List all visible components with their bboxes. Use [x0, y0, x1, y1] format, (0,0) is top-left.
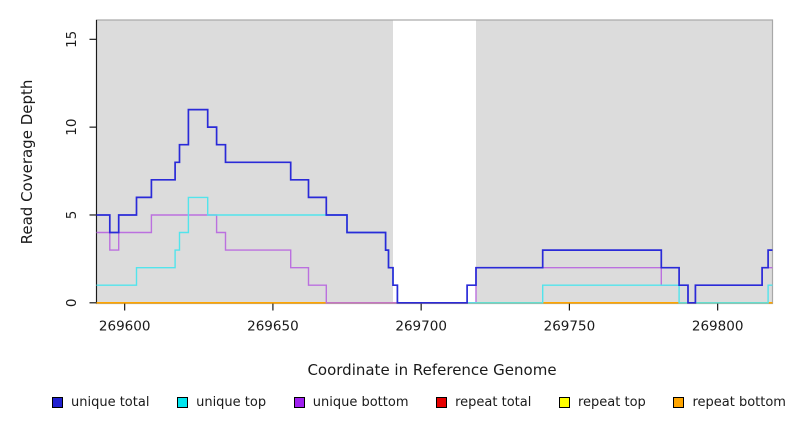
- legend-swatch-repeat-total: [436, 397, 448, 408]
- x-axis-title: Coordinate in Reference Genome: [307, 361, 557, 379]
- legend-swatch-repeat-bottom: [673, 397, 685, 408]
- x-tick-label: 269750: [544, 319, 596, 335]
- legend-label-repeat-top: repeat top: [578, 395, 646, 410]
- legend-item-unique-bottom: unique bottom: [293, 395, 409, 410]
- series-unique-total: [96, 108, 773, 304]
- legend-item-repeat-bottom: repeat bottom: [673, 395, 786, 410]
- legend-label-unique-total: unique total: [71, 395, 150, 410]
- legend-label-unique-bottom: unique bottom: [312, 395, 409, 410]
- legend-label-unique-top: unique top: [196, 395, 267, 410]
- legend-item-unique-total: unique total: [52, 395, 149, 410]
- legend-item-repeat-top: repeat top: [559, 395, 646, 410]
- legend-item-repeat-total: repeat total: [436, 395, 531, 410]
- x-tick-label: 269800: [692, 319, 744, 335]
- legend: unique total unique top unique bottom re…: [52, 395, 786, 410]
- legend-label-repeat-total: repeat total: [455, 395, 532, 410]
- y-axis-title: Read Coverage Depth: [18, 79, 36, 245]
- y-tick-label: 5: [64, 211, 80, 220]
- x-tick-label: 269700: [395, 319, 447, 335]
- y-tick-label: 15: [64, 31, 80, 48]
- shaded-region: [476, 20, 773, 303]
- legend-item-unique-top: unique top: [177, 395, 266, 410]
- coverage-plot-svg: 269600 269650 269700 269750 269800 0 5 10 15: [64, 19, 774, 335]
- plot-area: 269600 269650 269700 269750 269800 0 5 10 15: [64, 19, 774, 335]
- x-tick-label: 269650: [247, 319, 299, 335]
- legend-swatch-repeat-top: [559, 397, 570, 408]
- y-tick-label: 0: [64, 299, 80, 308]
- legend-swatch-unique-total: [52, 397, 63, 408]
- legend-label-repeat-bottom: repeat bottom: [692, 395, 786, 410]
- x-tick-label: 269600: [99, 319, 151, 335]
- shaded-region: [96, 20, 393, 303]
- legend-swatch-unique-bottom: [293, 397, 305, 408]
- legend-swatch-unique-top: [177, 397, 189, 408]
- y-tick-label: 10: [64, 119, 80, 136]
